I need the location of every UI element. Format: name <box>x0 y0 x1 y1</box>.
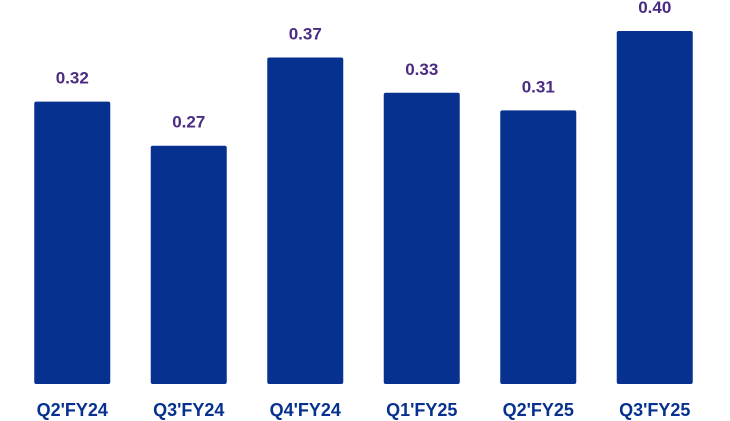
x-tick-label: Q2'FY24 <box>37 400 108 420</box>
bar <box>267 57 344 384</box>
bar <box>383 92 460 385</box>
x-tick-label: Q4'FY24 <box>270 400 341 420</box>
x-tick-label: Q1'FY25 <box>386 400 457 420</box>
category-labels-group: Q2'FY24 Q3'FY24 Q4'FY24 Q1'FY25 Q2'FY25 Q3'FY… <box>37 400 691 420</box>
x-tick-label: Q2'FY25 <box>503 400 574 420</box>
bar <box>34 101 111 384</box>
data-label: 0.31 <box>522 77 555 96</box>
bar <box>150 145 227 384</box>
bar <box>616 31 693 384</box>
value-labels-group: 0.32 0.27 0.37 0.33 0.31 0.40 <box>56 0 672 132</box>
data-label: 0.37 <box>289 24 322 43</box>
data-label: 0.33 <box>405 60 438 79</box>
data-label: 0.27 <box>172 113 205 132</box>
x-tick-label: Q3'FY25 <box>619 400 690 420</box>
x-tick-label: Q3'FY24 <box>153 400 224 420</box>
bar <box>500 110 577 385</box>
data-label: 0.32 <box>56 69 89 88</box>
data-label: 0.40 <box>638 0 671 17</box>
bars-group <box>34 31 693 385</box>
